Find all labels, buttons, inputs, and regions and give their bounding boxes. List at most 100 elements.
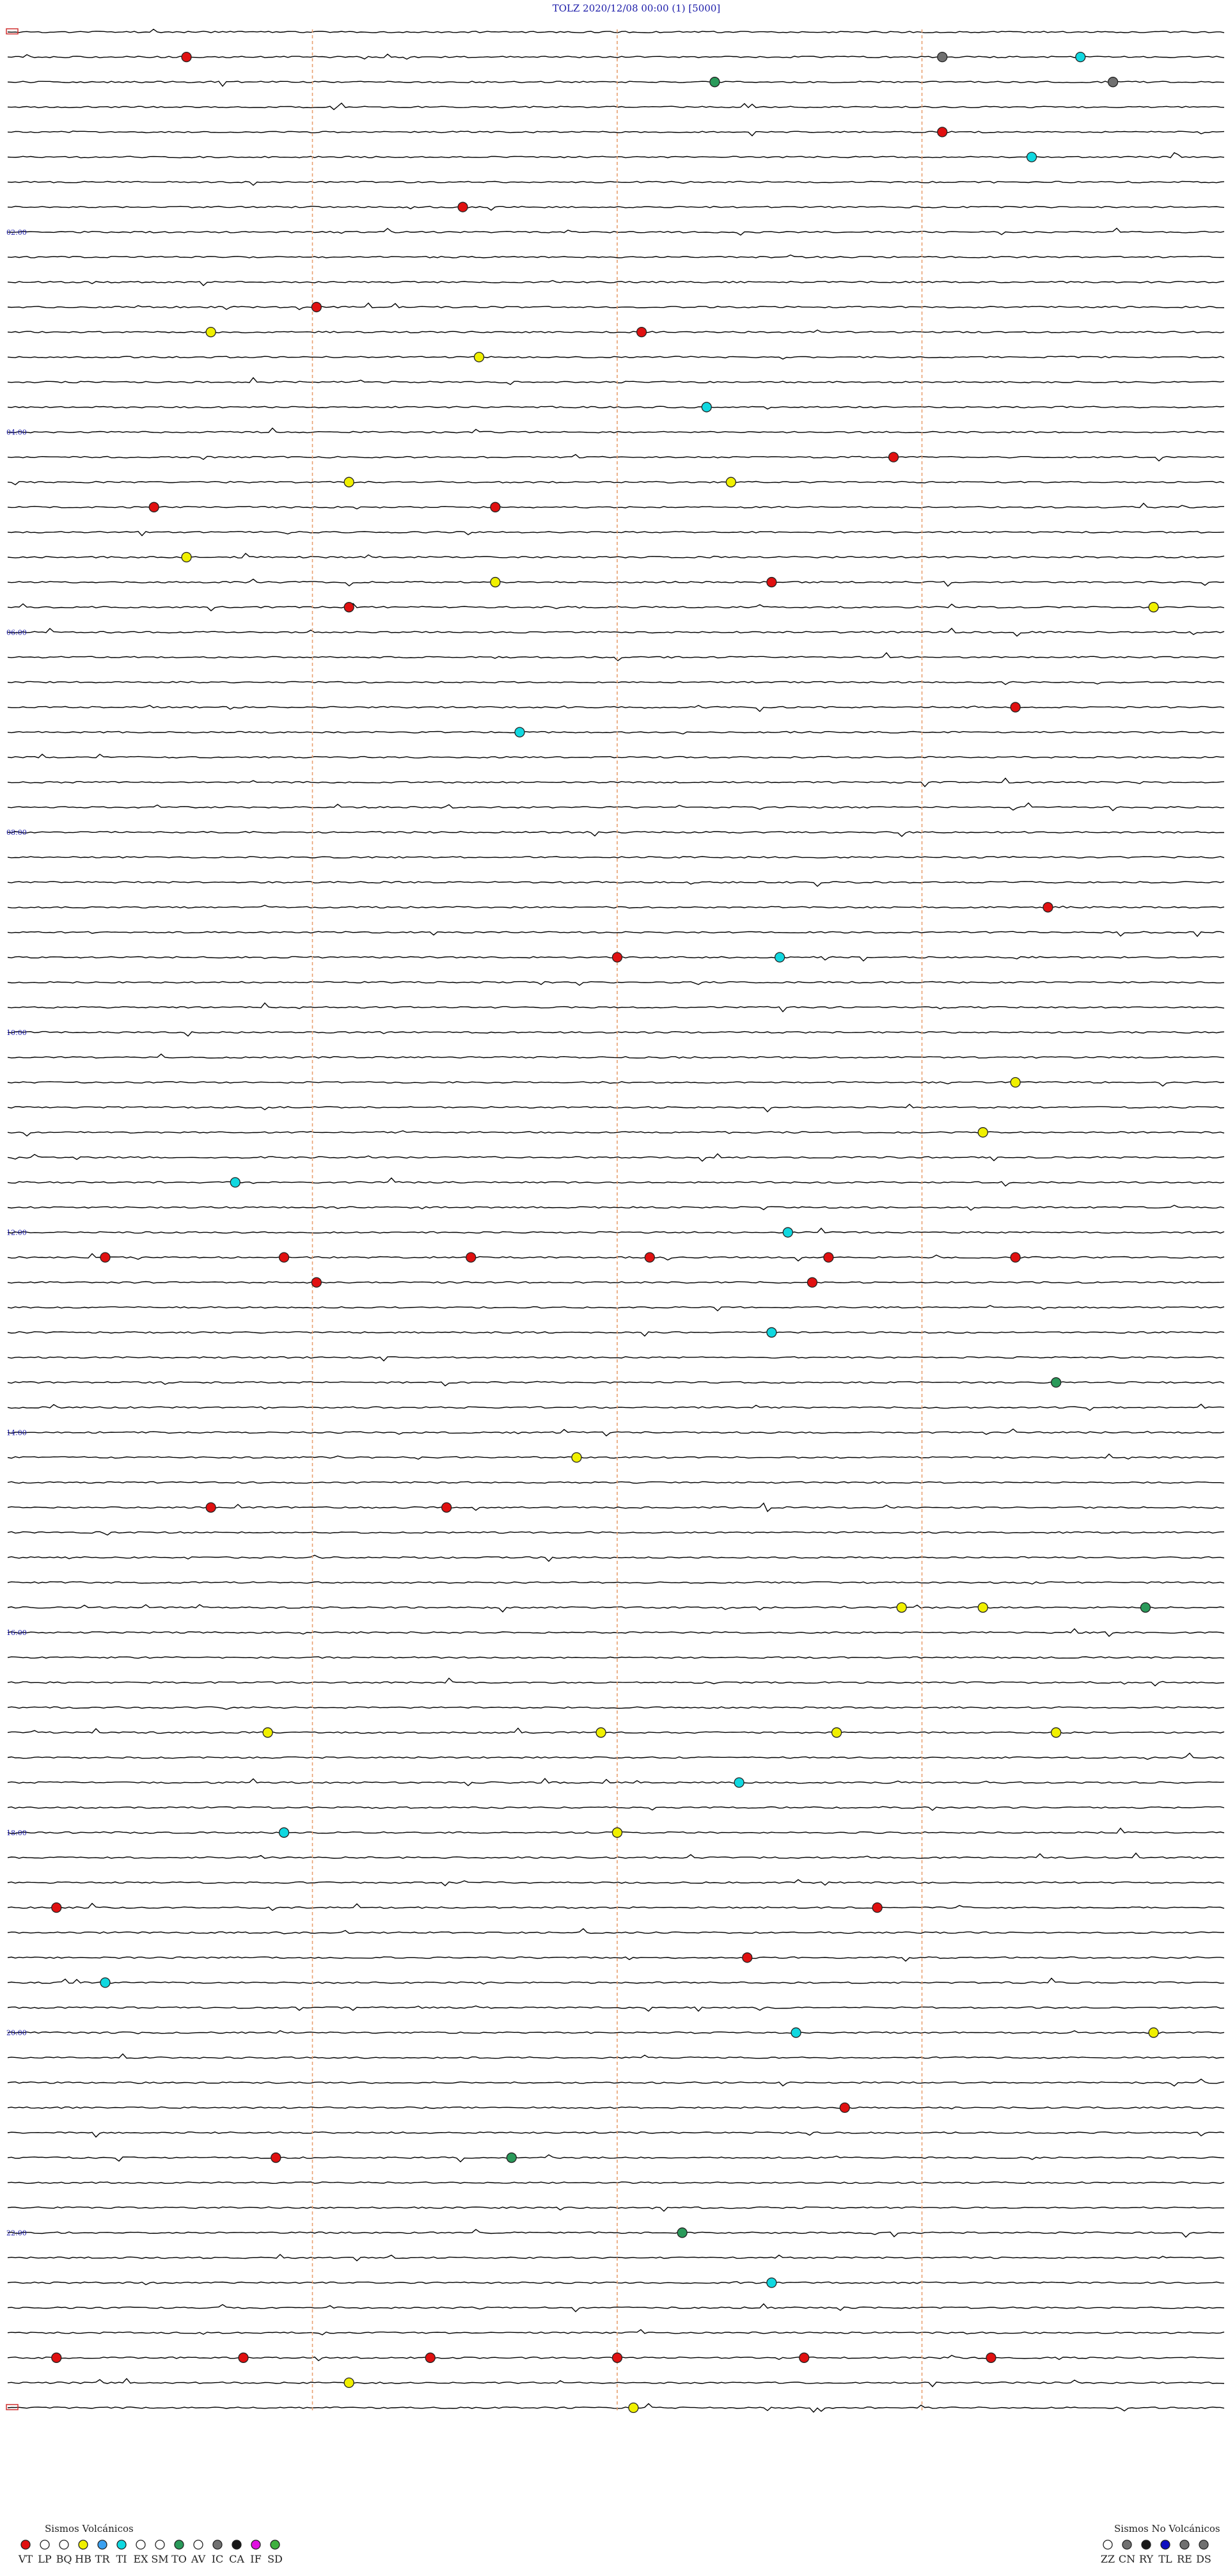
hour-label: 04:00 <box>6 429 27 437</box>
trace-line <box>7 2053 1225 2059</box>
event-marker-hb <box>595 1727 606 1738</box>
hour-label: 10:00 <box>6 1029 27 1037</box>
event-marker-hb <box>1051 1727 1062 1738</box>
event-marker-ti <box>774 952 785 963</box>
trace-line <box>7 180 1225 186</box>
trace-line <box>7 1205 1225 1211</box>
legend-label-vt: VT <box>18 2553 33 2565</box>
legend-label-av: AV <box>191 2553 206 2565</box>
trace-line <box>7 254 1225 258</box>
trace-line <box>7 1103 1225 1113</box>
frame-marker <box>6 28 19 35</box>
legend-label-ds: DS <box>1196 2553 1211 2565</box>
trace-line <box>7 777 1225 787</box>
trace-line <box>7 1481 1225 1484</box>
trace-line <box>7 1554 1225 1562</box>
legend-label-ex: EX <box>133 2553 148 2565</box>
trace-line <box>7 329 1225 334</box>
event-marker-hb <box>725 477 737 487</box>
legend-label-zz: ZZ <box>1101 2553 1115 2565</box>
hour-label: 02:00 <box>6 228 27 237</box>
legend-swatch-bq <box>59 2540 69 2550</box>
event-marker-vt <box>205 1502 216 1513</box>
trace-line <box>7 1604 1225 1613</box>
legend-swatch-sm <box>155 2540 165 2550</box>
frame-marker <box>6 2404 19 2410</box>
event-marker-to <box>709 77 720 88</box>
trace-line <box>7 53 1225 60</box>
event-marker-hb <box>343 2377 354 2389</box>
trace-line <box>7 454 1225 462</box>
legend-swatch-ca <box>232 2540 242 2550</box>
event-marker-vt <box>100 1252 111 1263</box>
legend-swatch-if <box>251 2540 261 2550</box>
trace-line <box>7 1153 1225 1162</box>
trace-line <box>7 280 1225 287</box>
legend-label-tr: TR <box>95 2553 111 2565</box>
event-marker-hb <box>262 1727 273 1738</box>
trace-line <box>7 302 1225 310</box>
legend-label-to: TO <box>171 2553 187 2565</box>
event-marker-vt <box>466 1252 476 1263</box>
trace-line <box>7 1428 1225 1437</box>
event-marker-hb <box>181 551 192 563</box>
event-marker-ic <box>1107 77 1119 88</box>
trace-line <box>7 802 1225 812</box>
trace-line <box>7 2303 1225 2312</box>
event-marker-vt <box>1010 702 1021 713</box>
event-marker-vt <box>611 952 623 963</box>
event-marker-vt <box>51 1902 62 1913</box>
trace-line <box>7 652 1225 661</box>
trace-line <box>7 1581 1225 1585</box>
hour-label: 22:00 <box>6 2229 27 2237</box>
trace-line <box>7 931 1225 937</box>
event-marker-ti <box>701 402 712 413</box>
legend-swatch-lp <box>40 2540 50 2550</box>
trace-line <box>7 1778 1225 1787</box>
trace-line <box>7 356 1225 360</box>
event-marker-vt <box>441 1502 452 1513</box>
event-marker-vt <box>343 602 354 613</box>
trace-group <box>7 28 1225 2413</box>
trace-line <box>7 2154 1225 2163</box>
event-marker-ti <box>734 1777 744 1788</box>
event-marker-vt <box>1043 902 1053 913</box>
event-marker-vt <box>937 127 948 138</box>
event-marker-ti <box>791 2027 801 2038</box>
hour-label: 20:00 <box>6 2029 27 2037</box>
event-marker-ti <box>766 2277 777 2288</box>
event-marker-hb <box>611 1827 623 1838</box>
trace-line <box>7 1977 1225 1985</box>
trace-line <box>7 1228 1225 1234</box>
event-marker-vt <box>271 2152 281 2163</box>
trace-line <box>7 2181 1225 2185</box>
legend-swatch-ti <box>116 2540 127 2550</box>
trace-line <box>7 406 1225 410</box>
event-marker-vt <box>425 2352 436 2363</box>
event-marker-ti <box>514 727 525 738</box>
event-marker-vt <box>766 576 777 588</box>
trace-line <box>7 205 1225 211</box>
trace-line <box>7 1806 1225 1811</box>
event-marker-ti <box>782 1227 793 1238</box>
event-marker-ti <box>1075 51 1086 63</box>
event-marker-ic <box>937 51 948 63</box>
trace-line <box>7 81 1225 87</box>
legend-swatch-hb <box>78 2540 88 2550</box>
event-marker-ti <box>1026 152 1037 162</box>
event-marker-to <box>1051 1377 1062 1388</box>
trace-line <box>7 1031 1225 1037</box>
trace-line <box>7 1531 1225 1536</box>
trace-line <box>7 831 1225 837</box>
trace-line <box>7 1727 1225 1734</box>
trace-line <box>7 2329 1225 2335</box>
event-marker-vt <box>799 2352 810 2363</box>
event-marker-hb <box>205 326 216 338</box>
trace-line <box>7 2106 1225 2110</box>
event-marker-ti <box>230 1177 240 1188</box>
legend-label-ca: CA <box>229 2553 244 2565</box>
event-marker-to <box>677 2227 688 2238</box>
trace-line <box>7 1403 1225 1411</box>
hour-label: 12:00 <box>6 1229 27 1237</box>
event-marker-hb <box>1148 602 1159 613</box>
